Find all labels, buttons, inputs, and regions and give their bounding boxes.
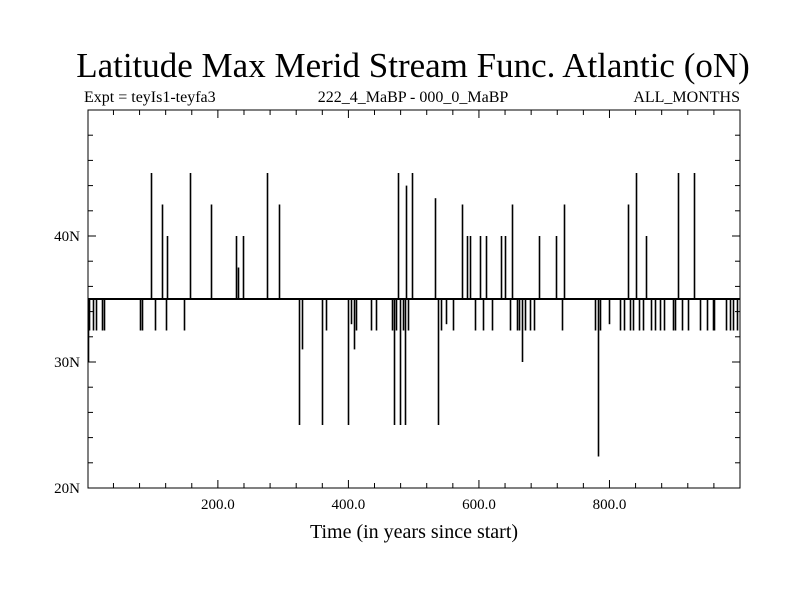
x-tick-label: 400.0 <box>332 497 366 513</box>
plot-frame <box>87 109 741 489</box>
y-tick-label: 30N <box>54 355 80 371</box>
x-axis-label: Time (in years since start) <box>310 521 518 543</box>
y-tick-label: 20N <box>54 481 80 497</box>
time-range-label: 222_4_MaBP - 000_0_MaBP <box>317 89 509 106</box>
months-label: ALL_MONTHS <box>633 89 740 106</box>
experiment-label: Expt = teyIs1-teyfa3 <box>84 89 216 106</box>
x-tick-label: 200.0 <box>201 497 235 513</box>
plot-layer <box>87 173 740 457</box>
ticks-layer: 200.0 400.0 600.0 800.0 20N 30N 40N <box>54 110 740 513</box>
x-tick-label: 800.0 <box>593 497 627 513</box>
x-tick-label: 600.0 <box>462 497 496 513</box>
chart-title: Latitude Max Merid Stream Func. Atlantic… <box>76 46 750 85</box>
y-tick-label: 40N <box>54 229 80 245</box>
